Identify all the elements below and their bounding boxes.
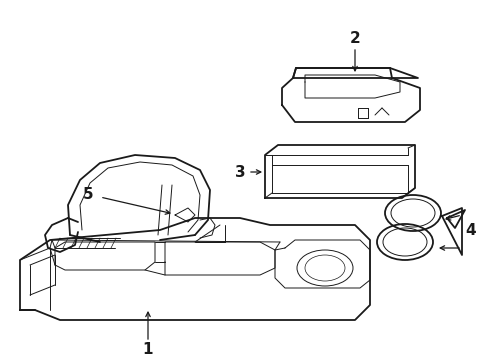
Text: 4: 4 bbox=[465, 222, 475, 238]
Text: 2: 2 bbox=[349, 31, 360, 45]
Text: 1: 1 bbox=[142, 342, 153, 357]
Text: 3: 3 bbox=[234, 165, 245, 180]
Text: 5: 5 bbox=[82, 186, 93, 202]
